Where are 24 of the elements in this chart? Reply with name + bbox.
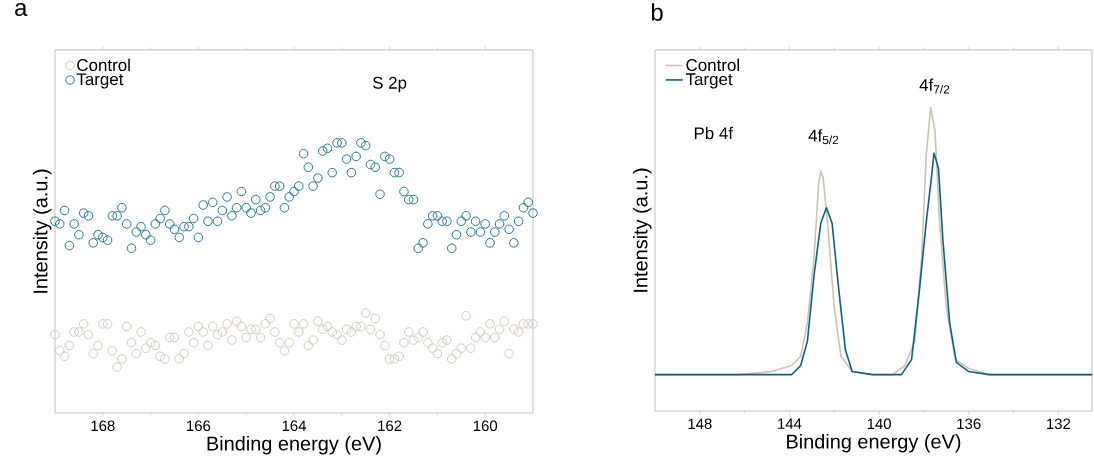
x-tick-label: 166 <box>187 420 211 432</box>
x-axis-title: Binding energy (eV) <box>207 435 381 455</box>
x-axis-title: Binding energy (eV) <box>787 433 961 453</box>
x-tick-label: 136 <box>957 418 981 430</box>
x-tick-label: 144 <box>778 418 802 429</box>
chart-title: b <box>651 3 663 21</box>
x-tick-label: 140 <box>867 418 891 430</box>
x-tick-label: 168 <box>91 420 115 432</box>
annotation: 4f$_{5/2}$ <box>808 129 839 145</box>
x-tick-label: 148 <box>688 418 712 430</box>
y-axis-title: Intensity (a.u.) <box>632 168 652 292</box>
x-tick-label: 162 <box>378 420 402 432</box>
legend-label: Control <box>77 58 130 72</box>
text: 4f$_{7/2}$ <box>919 78 950 94</box>
legend-label: Target <box>685 73 733 89</box>
legend-label: Target <box>76 73 124 89</box>
y-axis-title: Intensity (a.u.) <box>32 169 52 293</box>
chart-title: a <box>15 3 28 17</box>
x-tick-label: 160 <box>473 420 498 432</box>
legend-label: Control <box>686 58 739 72</box>
text: S 2p <box>372 76 407 93</box>
x-tick-label: 132 <box>1047 418 1071 430</box>
x-tick-label: 164 <box>282 420 307 432</box>
annotation: Pb 4f <box>694 126 734 140</box>
